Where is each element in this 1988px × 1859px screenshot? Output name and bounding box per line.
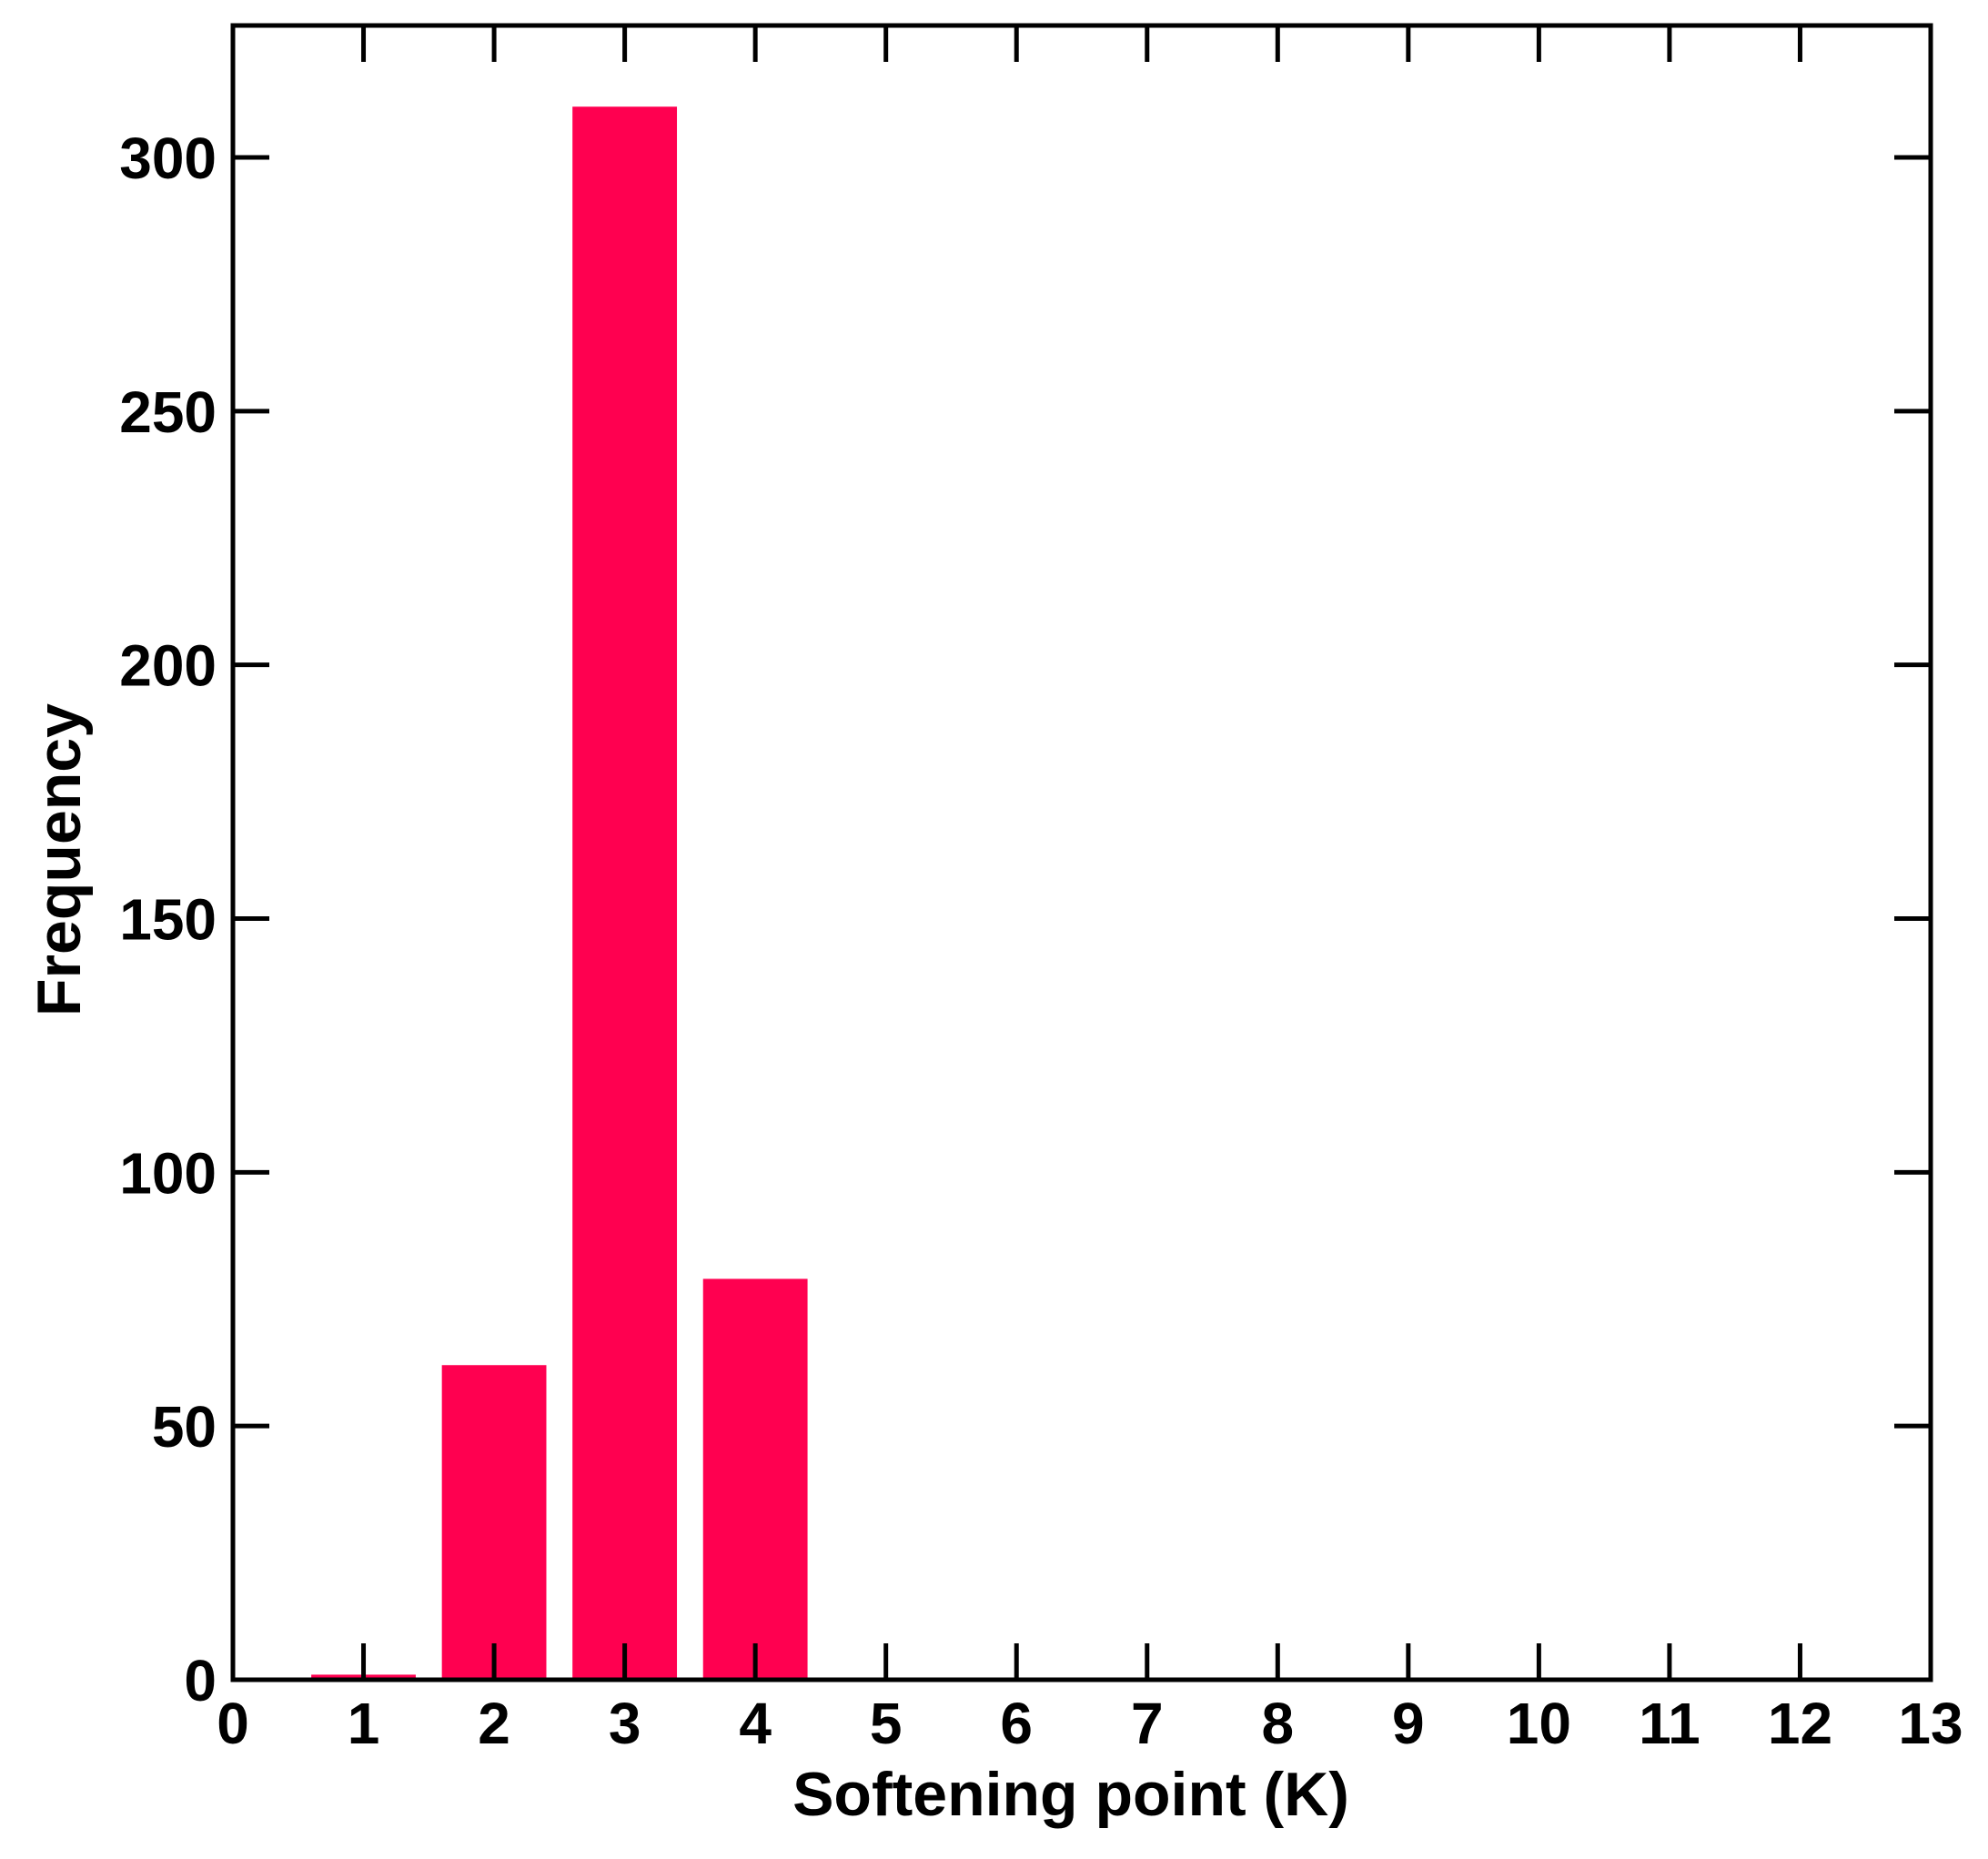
x-tick-label: 7 — [1131, 1691, 1164, 1756]
x-tick-label: 5 — [870, 1691, 903, 1756]
y-tick-label: 250 — [119, 379, 217, 445]
y-tick-labels: 0 50 100 150 200 250 300 — [119, 126, 217, 1713]
y-tick-label: 50 — [152, 1394, 217, 1460]
x-tick-label: 9 — [1392, 1691, 1425, 1756]
x-tick-labels: 0 1 2 3 4 5 6 7 8 9 10 11 12 13 — [217, 1691, 1963, 1756]
plot-frame — [230, 23, 1933, 1682]
x-tick-label: 12 — [1768, 1691, 1832, 1756]
x-tick-label: 10 — [1507, 1691, 1571, 1756]
x-tick-label: 8 — [1262, 1691, 1295, 1756]
bar-4 — [702, 1278, 808, 1680]
y-tick-label: 0 — [184, 1648, 217, 1713]
x-tick-label: 11 — [1639, 1691, 1700, 1756]
x-tick-label: 6 — [1000, 1691, 1033, 1756]
y-axis-title: Frequency — [25, 703, 94, 1016]
x-tick-label: 13 — [1898, 1691, 1963, 1756]
ticks-layer — [230, 25, 1933, 1682]
x-tick-label: 2 — [478, 1691, 510, 1756]
y-tick-label: 200 — [119, 633, 217, 699]
bar-2 — [441, 1365, 547, 1680]
bar-3 — [572, 106, 678, 1680]
x-tick-label: 3 — [609, 1691, 641, 1756]
y-tick-label: 100 — [119, 1140, 217, 1206]
y-tick-label: 300 — [119, 126, 217, 191]
bars-layer — [311, 106, 808, 1680]
x-tick-label: 1 — [348, 1691, 380, 1756]
y-tick-label: 150 — [119, 886, 217, 952]
x-tick-label: 0 — [217, 1691, 249, 1756]
x-axis-title: Softening point (K) — [792, 1760, 1349, 1829]
x-tick-label: 4 — [739, 1691, 772, 1756]
